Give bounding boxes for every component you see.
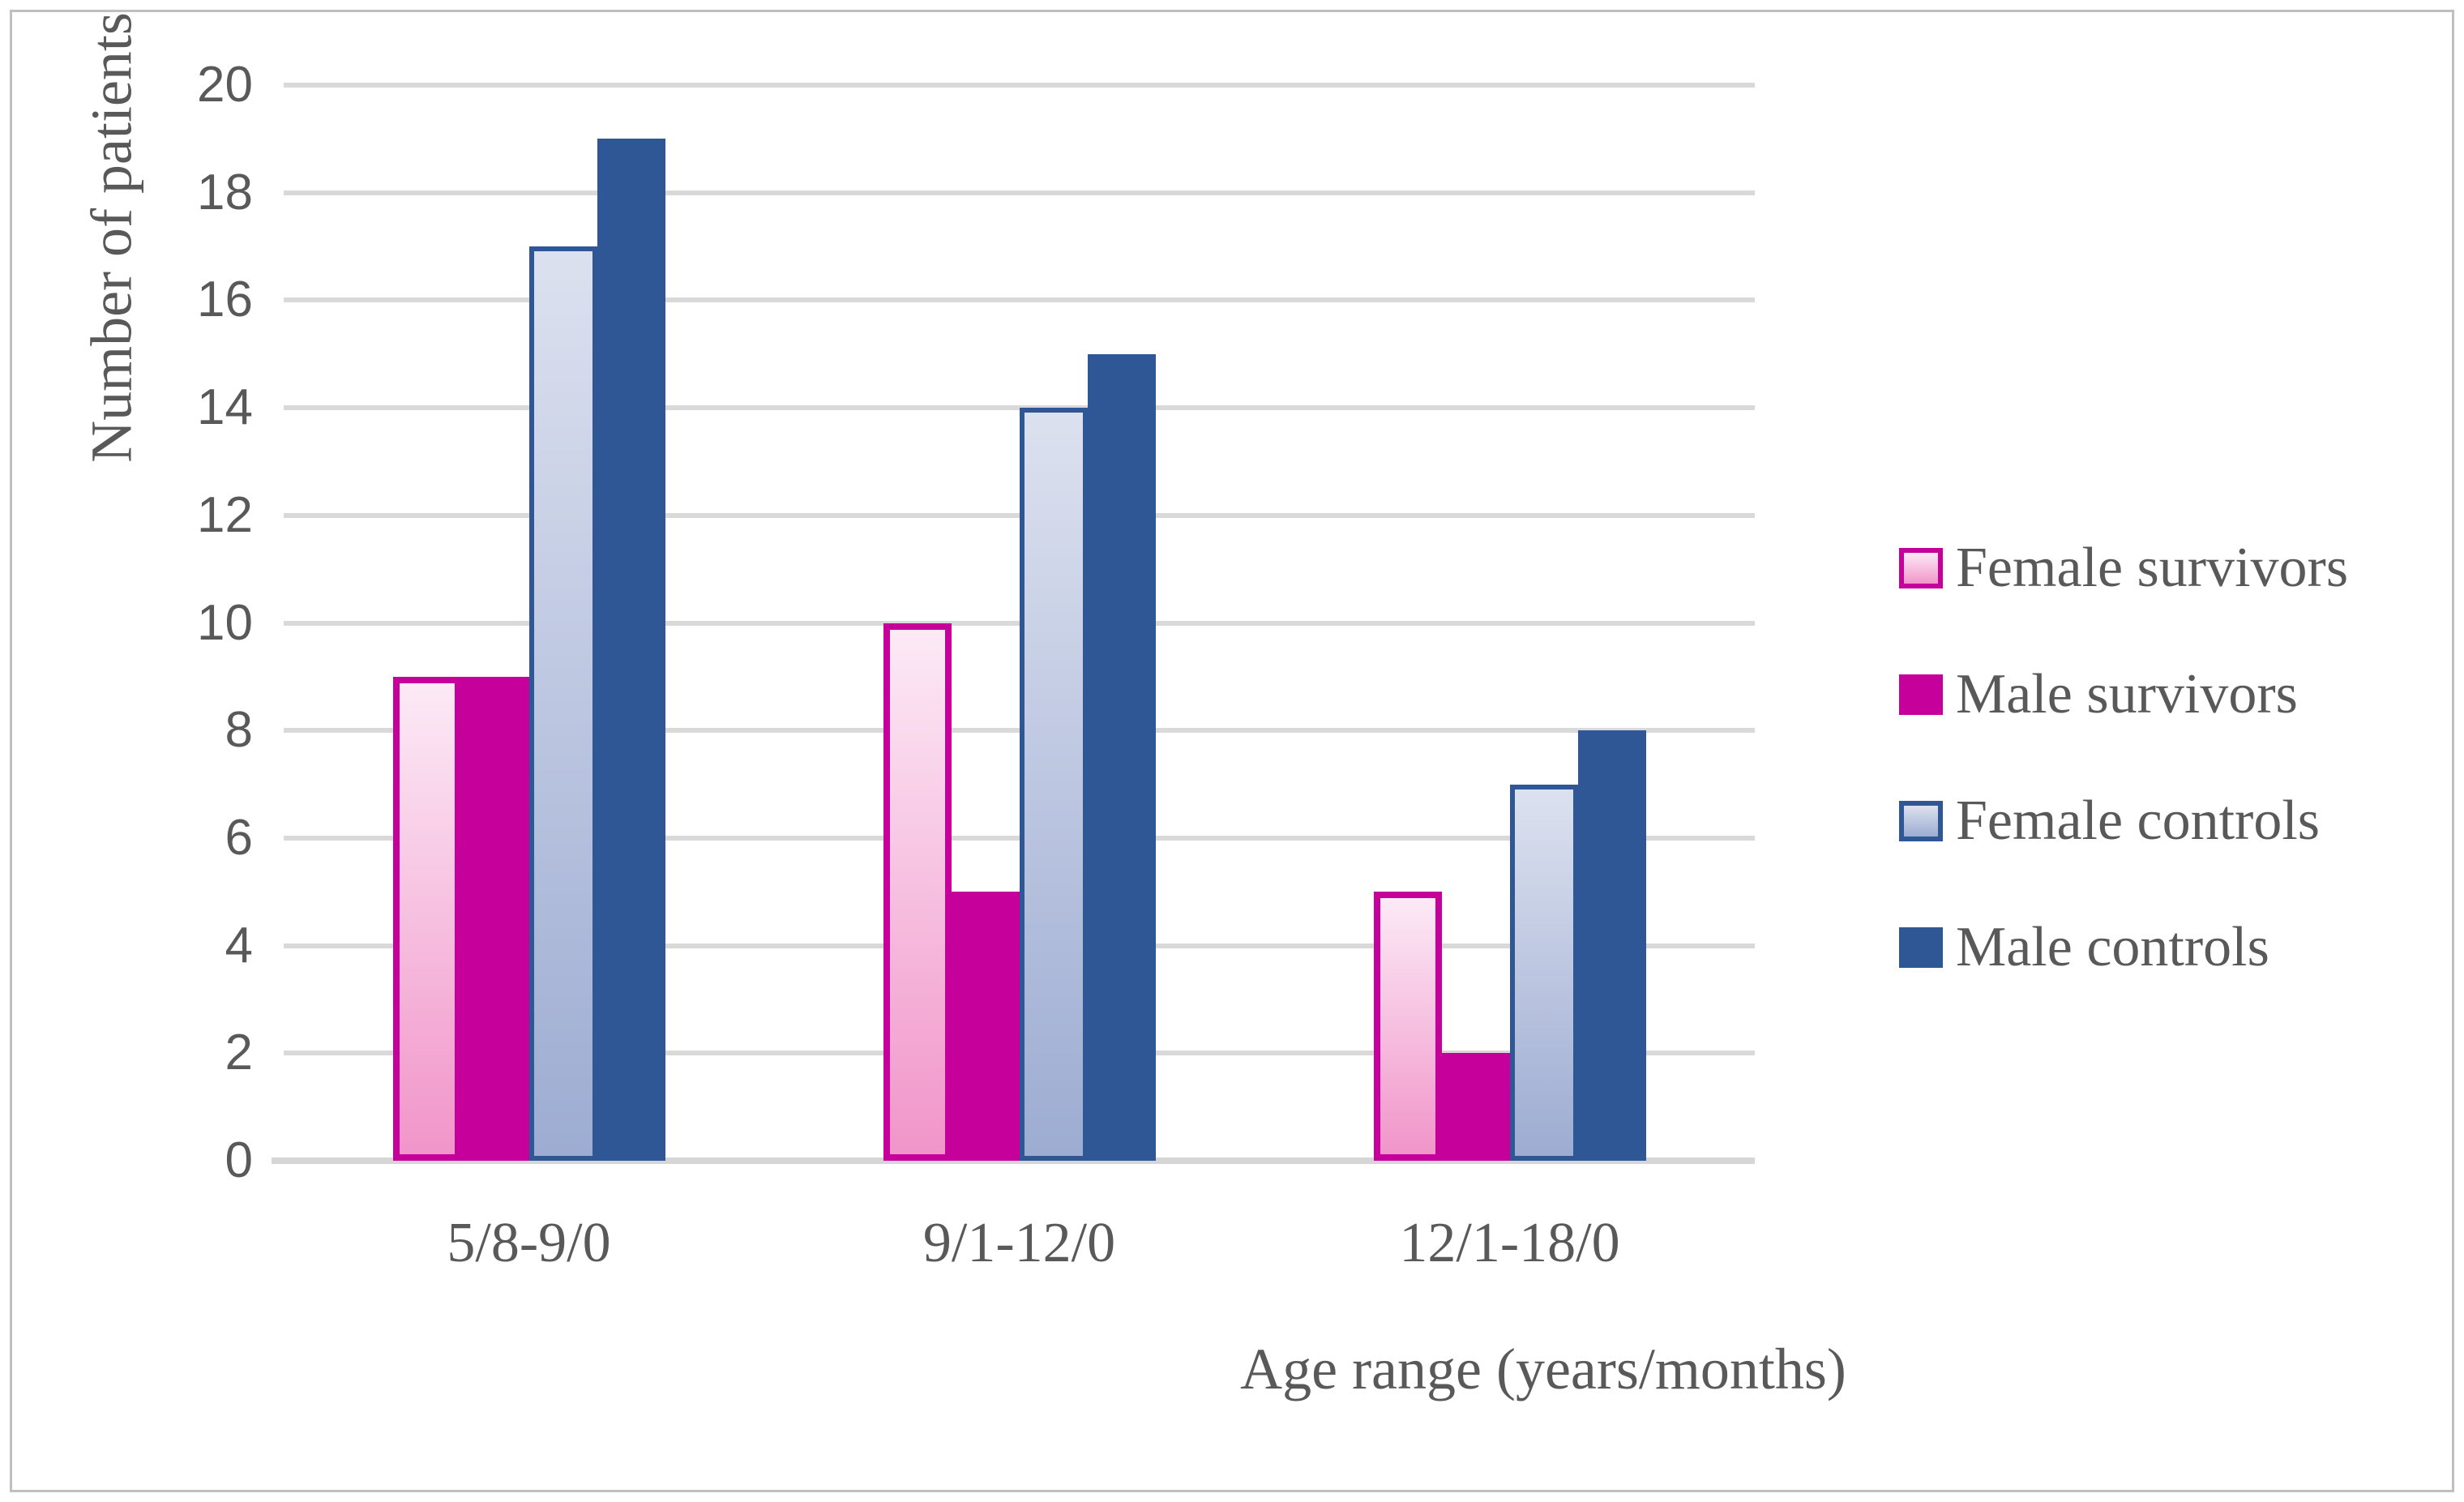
legend-entry-male-survivors: Male survivors bbox=[1899, 666, 2348, 723]
bar-male-controls bbox=[597, 139, 665, 1161]
y-tick-label-0: 0 bbox=[225, 1132, 253, 1188]
gridline-y-16 bbox=[284, 297, 1755, 303]
y-tick-label-20: 20 bbox=[197, 57, 253, 113]
x-tick-label-9/1-12/0: 9/1-12/0 bbox=[922, 1212, 1116, 1274]
bar-female-survivors bbox=[1373, 892, 1442, 1161]
bar-male-survivors bbox=[460, 676, 529, 1161]
legend-label: Male controls bbox=[1956, 916, 2269, 978]
legend-label: Male survivors bbox=[1956, 663, 2298, 725]
legend-swatch-male-survivors bbox=[1899, 674, 1943, 715]
x-axis-line bbox=[272, 1158, 1755, 1164]
bar-male-controls bbox=[1577, 730, 1646, 1161]
y-tick-label-14: 14 bbox=[197, 379, 253, 436]
bar-group-5/8-9/0 bbox=[284, 85, 774, 1161]
bar-female-survivors bbox=[883, 623, 952, 1161]
bar-male-survivors bbox=[1441, 1053, 1510, 1161]
bar-male-survivors bbox=[951, 892, 1020, 1161]
gridline-y-18 bbox=[284, 190, 1755, 195]
y-tick-label-16: 16 bbox=[197, 272, 253, 328]
gridline-y-14 bbox=[284, 405, 1755, 411]
y-tick-label-12: 12 bbox=[197, 486, 253, 543]
legend-entry-male-controls: Male controls bbox=[1899, 919, 2348, 976]
y-tick-label-8: 8 bbox=[225, 702, 253, 759]
gridline-y-20 bbox=[284, 83, 1755, 88]
legend: Female survivors Male survivors Female con… bbox=[1899, 540, 2348, 976]
y-tick-label-10: 10 bbox=[197, 594, 253, 651]
plot-area bbox=[272, 83, 1755, 1164]
legend-swatch-female-survivors bbox=[1899, 548, 1943, 588]
figure-border bbox=[10, 10, 2454, 1492]
bar-female-controls bbox=[1019, 408, 1088, 1161]
y-tick-label-18: 18 bbox=[197, 164, 253, 220]
legend-swatch-male-controls bbox=[1899, 927, 1943, 968]
bar-female-controls bbox=[1509, 784, 1578, 1161]
y-tick-label-4: 4 bbox=[225, 917, 253, 974]
x-tick-label-5/8-9/0: 5/8-9/0 bbox=[447, 1212, 611, 1274]
bar-female-survivors bbox=[392, 676, 461, 1161]
x-axis-title: Age range (years/months) bbox=[1240, 1337, 1846, 1401]
legend-entry-female-survivors: Female survivors bbox=[1899, 540, 2348, 597]
legend-label: Female survivors bbox=[1956, 537, 2349, 599]
bar-group-12/1-18/0 bbox=[1264, 85, 1755, 1161]
bar-group-9/1-12/0 bbox=[774, 85, 1264, 1161]
y-tick-label-6: 6 bbox=[225, 809, 253, 866]
x-tick-label-12/1-18/0: 12/1-18/0 bbox=[1399, 1212, 1620, 1274]
legend-swatch-female-controls bbox=[1899, 801, 1943, 841]
legend-label: Female controls bbox=[1956, 790, 2321, 852]
legend-entry-female-controls: Female controls bbox=[1899, 793, 2348, 849]
y-tick-label-2: 2 bbox=[225, 1025, 253, 1081]
bar-female-controls bbox=[528, 246, 597, 1161]
bar-male-controls bbox=[1087, 353, 1156, 1161]
